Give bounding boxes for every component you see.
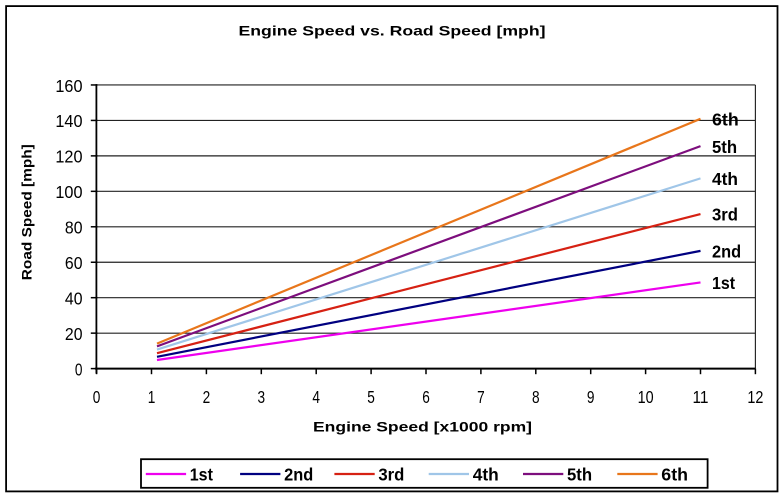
svg-text:Engine Speed vs. Road Speed [m: Engine Speed vs. Road Speed [mph] xyxy=(239,24,546,39)
svg-text:120: 120 xyxy=(55,147,82,167)
svg-text:3: 3 xyxy=(258,387,266,407)
svg-text:140: 140 xyxy=(55,111,82,131)
svg-text:7: 7 xyxy=(477,387,485,407)
svg-text:12: 12 xyxy=(747,387,763,407)
svg-text:5th: 5th xyxy=(712,137,737,157)
svg-text:1st: 1st xyxy=(712,273,735,293)
svg-text:5th: 5th xyxy=(567,465,592,485)
svg-text:160: 160 xyxy=(55,76,82,96)
svg-text:6th: 6th xyxy=(661,465,688,485)
svg-text:8: 8 xyxy=(532,387,540,407)
svg-text:9: 9 xyxy=(587,387,595,407)
svg-text:6th: 6th xyxy=(712,110,739,130)
svg-text:0: 0 xyxy=(75,359,83,379)
svg-text:Engine Speed [x1000 rpm]: Engine Speed [x1000 rpm] xyxy=(313,420,532,435)
svg-text:100: 100 xyxy=(55,182,82,202)
svg-text:2: 2 xyxy=(203,387,211,407)
svg-text:2nd: 2nd xyxy=(712,242,741,262)
svg-text:5: 5 xyxy=(367,387,375,407)
svg-text:3rd: 3rd xyxy=(378,465,404,485)
svg-text:4th: 4th xyxy=(712,169,738,189)
svg-text:40: 40 xyxy=(65,288,83,308)
svg-text:1st: 1st xyxy=(190,465,213,485)
svg-text:3rd: 3rd xyxy=(712,205,738,225)
svg-text:4th: 4th xyxy=(473,465,499,485)
svg-text:0: 0 xyxy=(93,387,101,407)
svg-text:60: 60 xyxy=(65,253,83,273)
svg-text:6: 6 xyxy=(422,387,430,407)
svg-text:11: 11 xyxy=(693,387,709,407)
svg-text:Road Speed [mph]: Road Speed [mph] xyxy=(20,144,35,280)
svg-text:1: 1 xyxy=(148,387,156,407)
svg-text:4: 4 xyxy=(312,387,320,407)
svg-text:2nd: 2nd xyxy=(284,465,313,485)
svg-text:10: 10 xyxy=(638,387,654,407)
svg-text:80: 80 xyxy=(65,218,83,238)
svg-text:20: 20 xyxy=(65,324,83,344)
